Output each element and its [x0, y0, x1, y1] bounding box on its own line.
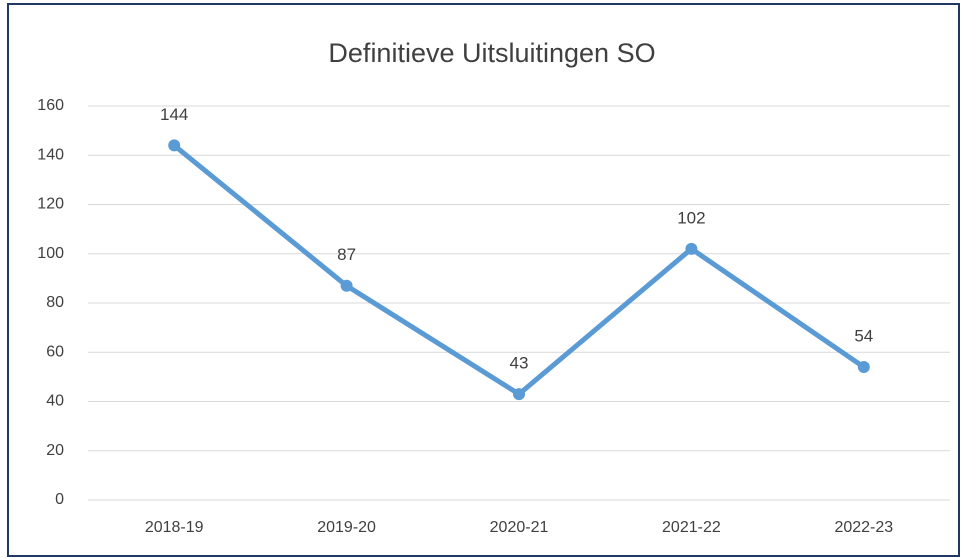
x-tick-label: 2018-19: [145, 519, 204, 536]
data-label: 102: [677, 208, 705, 227]
x-tick-label: 2020-21: [490, 519, 549, 536]
data-label: 54: [854, 327, 873, 346]
x-tick-label: 2021-22: [662, 519, 721, 536]
y-tick-label: 40: [46, 393, 64, 410]
y-tick-label: 160: [37, 97, 64, 114]
y-tick-label: 140: [37, 146, 64, 163]
y-tick-label: 120: [37, 196, 64, 213]
marker: [340, 279, 353, 292]
x-tick-label: 2019-20: [317, 519, 376, 536]
data-label: 43: [510, 354, 529, 373]
data-label: 144: [160, 105, 188, 124]
y-tick-label: 100: [37, 245, 64, 262]
marker: [513, 388, 525, 401]
y-tick-label: 20: [46, 442, 64, 459]
data-label: 87: [337, 245, 356, 264]
y-tick-label: 0: [55, 491, 64, 508]
y-tick-label: 60: [46, 343, 64, 360]
marker: [857, 361, 870, 374]
chart-title: Definitieve Uitsluitingen SO: [328, 38, 655, 68]
marker: [168, 139, 181, 152]
marker: [685, 242, 698, 255]
y-tick-label: 80: [46, 294, 64, 311]
x-tick-label: 2022-23: [834, 519, 893, 536]
chart-frame: [7, 3, 960, 557]
